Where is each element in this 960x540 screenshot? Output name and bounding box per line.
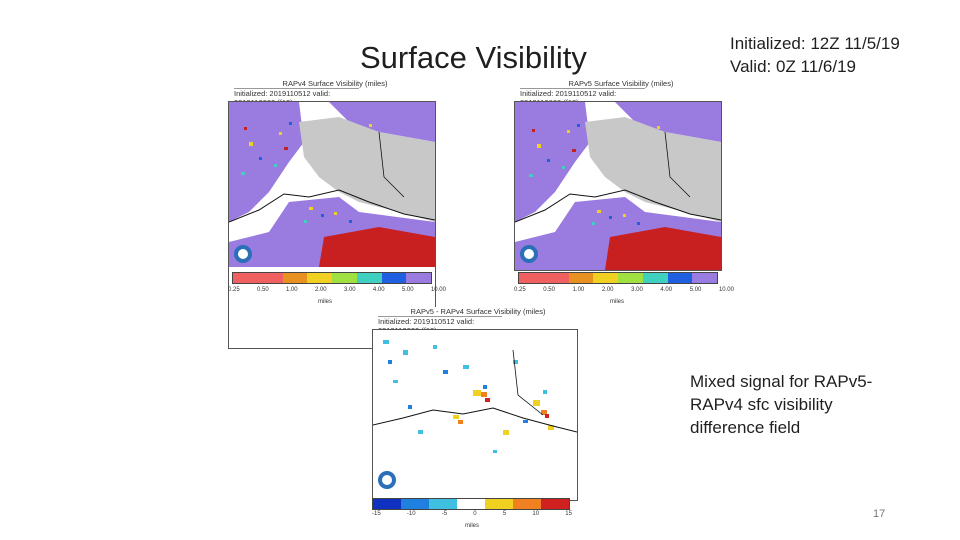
rapv4-title: RAPv4 Surface Visibility (miles) [282, 79, 388, 88]
tick: -10 [406, 511, 416, 517]
rapv5-panel: RAPv5 Surface Visibility (miles) Initial… [514, 79, 722, 303]
tick: 10 [532, 511, 540, 517]
diff-units: miles [465, 523, 480, 529]
tick: 0.25 [228, 287, 240, 293]
tick: -5 [441, 511, 448, 517]
rapv5-units: miles [610, 299, 625, 305]
rapv5-title: RAPv5 Surface Visibility (miles) [568, 79, 674, 88]
diff-panel: RAPv5 - RAPv4 Surface Visibility (miles)… [372, 307, 578, 507]
tick: 1.00 [285, 287, 298, 293]
summary-note: Mixed signal for RAPv5-RAPv4 sfc visibil… [690, 372, 873, 437]
tick: 3.00 [631, 287, 643, 293]
rapv5-map [514, 101, 722, 271]
tick: 0.50 [543, 287, 555, 293]
tick: 1.00 [572, 287, 585, 293]
tick: 5 [502, 511, 507, 517]
rapv4-units: miles [318, 299, 333, 305]
slide-number: 17 [873, 508, 886, 520]
diff-map [372, 329, 578, 501]
tick: 0.25 [514, 287, 526, 293]
init-line: Initialized: 12Z 11/5/19 [730, 34, 900, 53]
tick: 4.00 [372, 287, 385, 293]
tick: -15 [372, 511, 381, 517]
tick: 10.00 [718, 287, 734, 293]
rapv4-ticks: 0.25 0.50 1.00 2.00 3.00 4.00 5.00 10.00 [228, 287, 446, 293]
tick: 0.50 [256, 287, 269, 293]
tick: 3.00 [343, 287, 356, 293]
rapv4-map-graphic [229, 102, 435, 348]
diff-ticks: -15 -10 -5 0 5 10 15 [372, 511, 572, 517]
tick: 5.00 [401, 287, 414, 293]
init-valid-text: Initialized: 12Z 11/5/19 Valid: 0Z 11/6/… [730, 32, 900, 78]
diff-map-graphic [373, 330, 577, 500]
diff-title: RAPv5 - RAPv4 Surface Visibility (miles) [410, 307, 546, 316]
rapv5-colorbar [518, 272, 718, 284]
tick: 5.00 [689, 287, 702, 293]
tick: 4.00 [660, 287, 673, 293]
tick: 15 [565, 511, 572, 517]
tick: 0 [473, 511, 477, 517]
tick: 10.00 [430, 287, 446, 293]
rapv5-map-graphic [515, 102, 721, 270]
rapv5-ticks: 0.25 0.50 1.00 2.00 3.00 4.00 5.00 10.00 [514, 287, 734, 293]
rapv4-map [228, 101, 436, 349]
rapv4-colorbar [232, 272, 432, 284]
diff-colorbar [372, 498, 570, 510]
rapv4-panel: RAPv4 Surface Visibility (miles) Initial… [228, 79, 436, 349]
tick: 2.00 [601, 287, 614, 293]
slide-title: Surface Visibility [360, 40, 587, 75]
valid-line: Valid: 0Z 11/6/19 [730, 57, 857, 76]
tick: 2.00 [314, 287, 327, 293]
